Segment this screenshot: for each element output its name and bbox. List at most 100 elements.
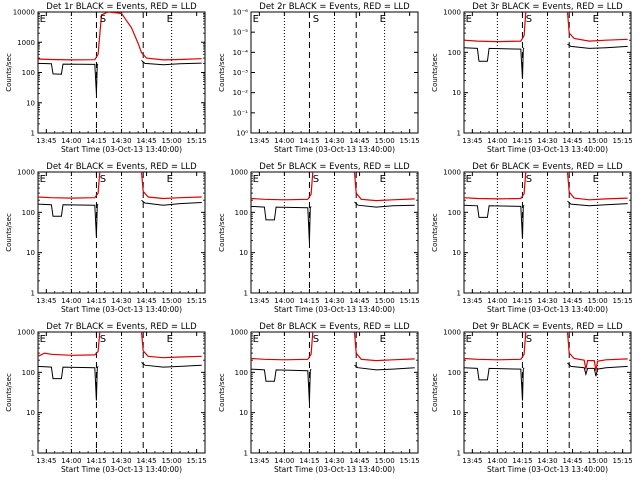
x-tick-label: 14:45 [562, 137, 582, 145]
y-tick-label: 10⁻² [233, 89, 249, 97]
y-tick-label: 10 [452, 89, 461, 97]
panel-det1: Det 1r BLACK = Events, RED = LLD 1 10 100 10… [5, 2, 207, 154]
panel-title: Det 3r BLACK = Events, RED = LLD [472, 2, 623, 12]
y-tick-label: 1 [457, 290, 461, 298]
x-tick-label: 15:15 [400, 457, 420, 465]
marker-s: S [526, 334, 532, 345]
marker-e: E [167, 334, 173, 345]
marker-s: S [100, 14, 106, 25]
marker-s: S [100, 174, 106, 185]
x-tick-label: 15:00 [375, 137, 395, 145]
series-events-line [464, 43, 628, 79]
marker-e: E [253, 174, 259, 185]
y-tick-label: 100 [448, 49, 461, 57]
panel-det2: Det 2r BLACK = Events, RED = LLD 10⁰ 10⁻¹ 1… [218, 2, 420, 154]
x-tick-label: 15:15 [187, 297, 207, 305]
marker-e: E [466, 334, 472, 345]
y-tick-label: 1000 [230, 169, 248, 177]
x-axis-label: Start Time (03-Oct-13 13:40:00) [274, 145, 395, 154]
marker-e: E [593, 174, 599, 185]
x-tick-label: 14:30 [111, 457, 131, 465]
x-tick-label: 14:45 [349, 457, 369, 465]
series-lld-line [464, 332, 628, 371]
marker-s: S [313, 14, 319, 25]
x-tick-label: 14:30 [324, 137, 344, 145]
y-tick-label: 10000 [13, 9, 35, 17]
marker-s: S [313, 174, 319, 185]
x-tick-label: 14:00 [274, 457, 294, 465]
series-events-line [38, 362, 202, 401]
series-events-line [464, 200, 628, 239]
x-axis-label: Start Time (03-Oct-13 13:40:00) [274, 465, 395, 474]
x-tick-label: 15:15 [613, 137, 633, 145]
x-tick-label: 14:00 [61, 137, 81, 145]
x-tick-label: 14:00 [61, 457, 81, 465]
y-axis-label: Counts/sec [431, 213, 439, 252]
y-tick-label: 100 [235, 369, 248, 377]
x-tick-label: 14:15 [299, 137, 319, 145]
x-axis-label: Start Time (03-Oct-13 13:40:00) [61, 305, 182, 314]
y-tick-label: 100 [448, 209, 461, 217]
y-tick-label: 10 [26, 409, 35, 417]
x-tick-label: 14:30 [537, 297, 557, 305]
x-axis-label: Start Time (03-Oct-13 13:40:00) [487, 465, 608, 474]
panel-title: Det 8r BLACK = Events, RED = LLD [259, 322, 410, 332]
x-tick-label: 15:00 [375, 457, 395, 465]
y-tick-label: 100 [235, 209, 248, 217]
panel-det8: Det 8r BLACK = Events, RED = LLD 1 10 100 10… [218, 322, 420, 474]
y-tick-label: 100 [22, 369, 35, 377]
x-tick-label: 15:00 [375, 297, 395, 305]
panel-title: Det 1r BLACK = Events, RED = LLD [46, 2, 197, 12]
marker-e: E [167, 174, 173, 185]
x-tick-label: 15:15 [400, 137, 420, 145]
y-tick-label: 10 [239, 249, 248, 257]
x-axis-label: Start Time (03-Oct-13 13:40:00) [61, 465, 182, 474]
marker-e: E [380, 14, 386, 25]
y-axis-label: Counts/sec [431, 373, 439, 412]
x-tick-label: 14:00 [274, 297, 294, 305]
x-tick-label: 14:45 [349, 137, 369, 145]
y-tick-label: 100 [22, 209, 35, 217]
y-tick-label: 1 [244, 290, 248, 298]
series-lld-line [38, 332, 202, 359]
x-tick-label: 15:15 [400, 297, 420, 305]
x-tick-label: 14:15 [299, 297, 319, 305]
series-events-line [38, 60, 202, 94]
x-tick-label: 14:00 [487, 297, 507, 305]
x-tick-label: 15:00 [162, 457, 182, 465]
x-tick-label: 14:30 [111, 137, 131, 145]
x-tick-label: 15:15 [187, 137, 207, 145]
y-tick-label: 1000 [17, 39, 35, 47]
x-tick-label: 14:45 [136, 457, 156, 465]
x-tick-label: 14:15 [512, 137, 532, 145]
x-tick-label: 13:45 [462, 297, 482, 305]
y-tick-label: 10 [239, 409, 248, 417]
y-tick-label: 100 [22, 69, 35, 77]
marker-e: E [253, 334, 259, 345]
series-events-line [251, 201, 415, 243]
marker-e: E [167, 14, 173, 25]
x-tick-label: 15:15 [613, 297, 633, 305]
y-axis-label: Counts/sec [431, 53, 439, 92]
y-tick-label: 1000 [443, 329, 461, 337]
x-tick-label: 14:00 [61, 297, 81, 305]
panel-det5: Det 5r BLACK = Events, RED = LLD 1 10 100 10… [218, 162, 420, 314]
x-tick-label: 14:30 [324, 457, 344, 465]
y-tick-label: 1000 [443, 169, 461, 177]
y-tick-label: 100 [448, 369, 461, 377]
x-tick-label: 14:15 [86, 137, 106, 145]
x-axis-label: Start Time (03-Oct-13 13:40:00) [487, 305, 608, 314]
marker-e: E [593, 334, 599, 345]
panel-det6: Det 6r BLACK = Events, RED = LLD 1 10 100 10… [431, 162, 633, 314]
y-axis-label: Counts/sec [5, 373, 13, 412]
y-tick-label: 1 [31, 450, 35, 458]
marker-e: E [40, 14, 46, 25]
x-axis-label: Start Time (03-Oct-13 13:40:00) [61, 145, 182, 154]
panel-title: Det 9r BLACK = Events, RED = LLD [472, 322, 623, 332]
x-tick-label: 15:00 [162, 297, 182, 305]
series-events-line [251, 364, 415, 403]
marker-e: E [466, 174, 472, 185]
x-tick-label: 14:45 [562, 457, 582, 465]
marker-e: E [593, 14, 599, 25]
